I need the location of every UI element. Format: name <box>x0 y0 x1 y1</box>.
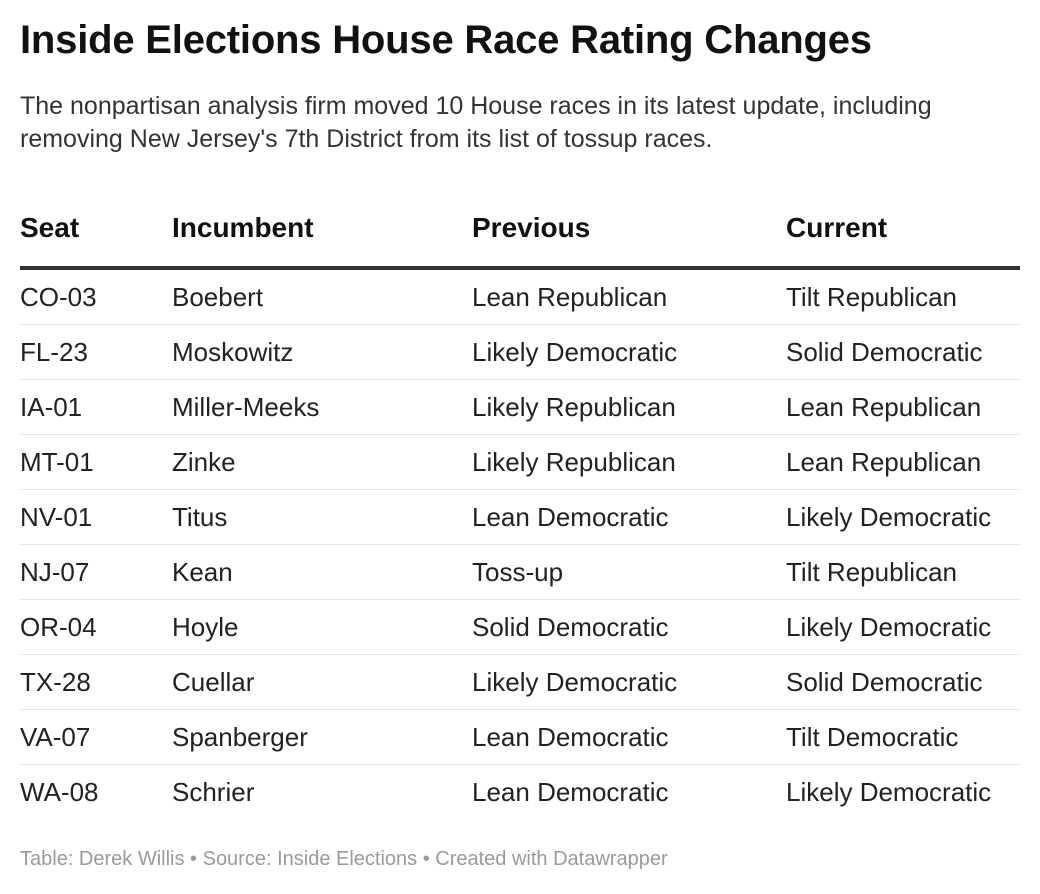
incumbent-cell: Spanberger <box>172 722 308 752</box>
incumbent-cell: Boebert <box>172 282 264 312</box>
incumbent-cell: Hoyle <box>172 612 239 642</box>
seat-cell: MT-01 <box>20 447 94 477</box>
column-header-incumbent[interactable]: Incumbent <box>172 212 314 243</box>
table-row: IA-01 Miller-Meeks Likely Republican Lean R… <box>20 380 1020 435</box>
table-row: CO-03 Boebert Lean Republican Tilt Republic… <box>20 270 1020 325</box>
seat-cell: NV-01 <box>20 502 93 532</box>
incumbent-cell: Kean <box>172 557 233 587</box>
current-rating-cell: Tilt Republican <box>786 557 958 587</box>
previous-rating-cell: Lean Democratic <box>472 722 669 752</box>
table-row: NV-01 Titus Lean Democratic Likely Democrat… <box>20 490 1020 545</box>
previous-rating-cell: Lean Republican <box>472 282 668 312</box>
table-row: WA-08 Schrier Lean Democratic Likely Democr… <box>20 765 1020 819</box>
table-row: FL-23 Moskowitz Likely Democratic Solid Dem… <box>20 325 1020 380</box>
seat-cell: CO-03 <box>20 282 97 312</box>
table-body: CO-03 Boebert Lean Republican Tilt Republic… <box>20 270 1020 819</box>
ratings-table: Seat Incumbent Previous Current CO-03 Boe… <box>20 204 1020 819</box>
table-header: Seat Incumbent Previous Current <box>20 204 1020 270</box>
incumbent-cell: Moskowitz <box>172 337 294 367</box>
current-rating-cell: Tilt Democratic <box>786 722 959 752</box>
incumbent-cell: Titus <box>172 502 228 532</box>
current-rating-cell: Lean Republican <box>786 447 982 477</box>
chart-subtitle: The nonpartisan analysis firm moved 10 H… <box>20 92 932 153</box>
current-rating-cell: Lean Republican <box>786 392 982 422</box>
incumbent-cell: Cuellar <box>172 667 255 697</box>
column-header-current[interactable]: Current <box>786 212 888 243</box>
table-row: OR-04 Hoyle Solid Democratic Likely Democra… <box>20 600 1020 655</box>
current-rating-cell: Likely Democratic <box>786 612 992 642</box>
current-rating-cell: Tilt Republican <box>786 282 958 312</box>
previous-rating-cell: Likely Democratic <box>472 667 678 697</box>
table-row: NJ-07 Kean Toss-up Tilt Republican <box>20 545 1020 600</box>
current-rating-cell: Solid Democratic <box>786 667 983 697</box>
current-rating-cell: Likely Democratic <box>786 777 992 807</box>
seat-cell: VA-07 <box>20 722 91 752</box>
table-row: VA-07 Spanberger Lean Democratic Tilt Democ… <box>20 710 1020 765</box>
previous-rating-cell: Solid Democratic <box>472 612 669 642</box>
seat-cell: OR-04 <box>20 612 97 642</box>
previous-rating-cell: Likely Republican <box>472 392 676 422</box>
seat-cell: TX-28 <box>20 667 91 697</box>
incumbent-cell: Zinke <box>172 447 236 477</box>
previous-rating-cell: Toss-up <box>472 557 564 587</box>
chart-title: Inside Elections House Race Rating Chang… <box>20 18 872 62</box>
column-header-previous[interactable]: Previous <box>472 212 591 243</box>
seat-cell: NJ-07 <box>20 557 90 587</box>
seat-cell: IA-01 <box>20 392 83 422</box>
previous-rating-cell: Likely Republican <box>472 447 676 477</box>
table-row: MT-01 Zinke Likely Republican Lean Republic… <box>20 435 1020 490</box>
previous-rating-cell: Lean Democratic <box>472 777 669 807</box>
table-row: TX-28 Cuellar Likely Democratic Solid Democ… <box>20 655 1020 710</box>
seat-cell: FL-23 <box>20 337 88 367</box>
seat-cell: WA-08 <box>20 777 99 807</box>
previous-rating-cell: Likely Democratic <box>472 337 678 367</box>
previous-rating-cell: Lean Democratic <box>472 502 669 532</box>
incumbent-cell: Miller-Meeks <box>172 392 320 422</box>
column-header-seat[interactable]: Seat <box>20 212 80 243</box>
incumbent-cell: Schrier <box>172 777 255 807</box>
chart-footer: Table: Derek Willis • Source: Inside Ele… <box>20 848 668 870</box>
current-rating-cell: Solid Democratic <box>786 337 983 367</box>
current-rating-cell: Likely Democratic <box>786 502 992 532</box>
